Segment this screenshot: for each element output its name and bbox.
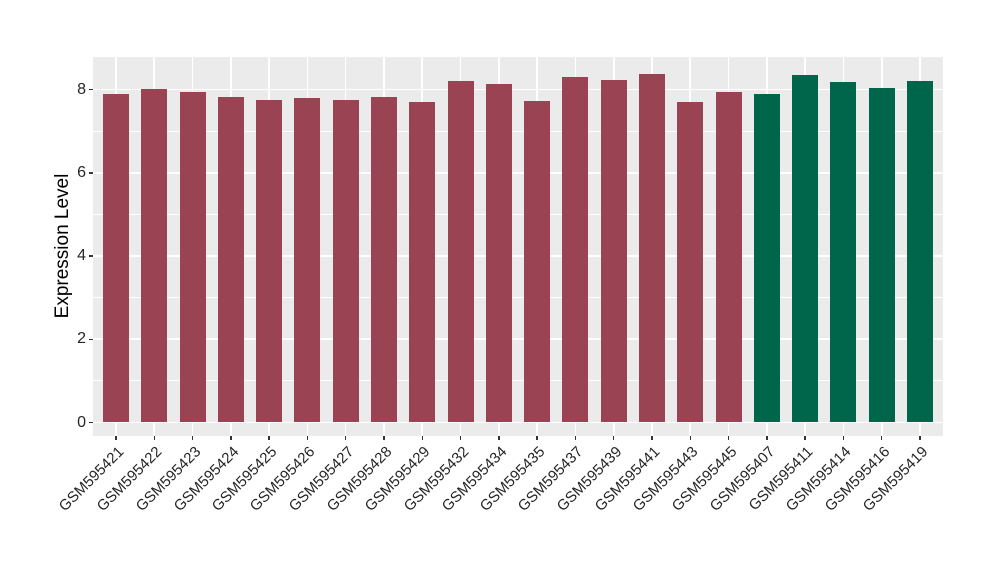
minor-gridline <box>93 380 943 382</box>
bar-GSM595416 <box>868 87 895 423</box>
x-tick-mark <box>727 436 730 440</box>
bar-GSM595432 <box>447 80 474 423</box>
bar-GSM595445 <box>715 91 742 423</box>
y-tick-mark <box>89 88 93 91</box>
y-tick-mark <box>89 172 93 174</box>
x-tick-mark <box>536 436 538 440</box>
x-tick-mark <box>689 436 692 440</box>
minor-gridline <box>93 297 943 299</box>
x-tick-mark <box>268 436 270 440</box>
bar-GSM595429 <box>409 101 436 423</box>
x-tick-mark <box>191 436 194 440</box>
bar-GSM595439 <box>600 79 627 423</box>
x-tick-mark <box>459 436 462 440</box>
y-tick-label-2: 2 <box>77 330 86 348</box>
bar-GSM595441 <box>639 73 665 423</box>
major-gridline <box>93 255 943 257</box>
x-tick-mark <box>880 436 883 440</box>
minor-gridline <box>93 130 943 132</box>
x-tick-mark <box>383 436 385 440</box>
x-tick-mark <box>344 436 347 440</box>
x-tick-mark <box>919 436 921 440</box>
y-axis-title: Expression Level <box>52 173 73 319</box>
bar-GSM595421 <box>102 94 129 423</box>
bar-GSM595424 <box>217 96 244 423</box>
x-tick-mark <box>230 436 232 440</box>
x-tick-mark <box>153 436 155 440</box>
x-tick-mark <box>115 436 117 440</box>
y-tick-mark <box>89 421 93 424</box>
major-gridline <box>93 421 943 424</box>
bar-GSM595425 <box>256 100 283 423</box>
bar-GSM595422 <box>141 88 168 423</box>
bar-GSM595443 <box>677 102 704 423</box>
bar-GSM595411 <box>792 74 819 423</box>
x-tick-mark <box>651 436 653 440</box>
bar-GSM595419 <box>907 81 934 423</box>
major-gridline <box>93 171 943 174</box>
x-tick-mark <box>804 436 806 440</box>
x-tick-mark <box>766 436 768 440</box>
x-tick-mark <box>421 436 424 440</box>
y-tick-label-6: 6 <box>77 163 86 181</box>
major-gridline <box>93 88 943 91</box>
bar-GSM595426 <box>294 98 321 423</box>
major-gridline <box>93 338 943 341</box>
y-tick-label-4: 4 <box>77 247 86 264</box>
minor-gridline <box>93 213 943 215</box>
bar-GSM595435 <box>524 100 551 423</box>
x-tick-mark <box>842 436 845 440</box>
bar-GSM595437 <box>562 76 589 423</box>
x-tick-mark <box>574 436 577 440</box>
bar-GSM595423 <box>179 91 206 423</box>
bar-GSM595407 <box>753 94 780 423</box>
bar-GSM595434 <box>485 84 512 423</box>
y-tick-mark <box>89 255 93 257</box>
x-tick-mark <box>498 436 500 440</box>
bar-GSM595428 <box>370 97 397 423</box>
bar-GSM595427 <box>332 100 359 423</box>
y-tick-label-0: 0 <box>77 413 86 431</box>
y-tick-label-8: 8 <box>77 80 86 98</box>
x-tick-mark <box>306 436 309 440</box>
plot-panel <box>93 57 943 436</box>
y-tick-mark <box>89 338 93 340</box>
x-tick-mark <box>612 436 615 440</box>
bar-GSM595414 <box>830 82 857 423</box>
